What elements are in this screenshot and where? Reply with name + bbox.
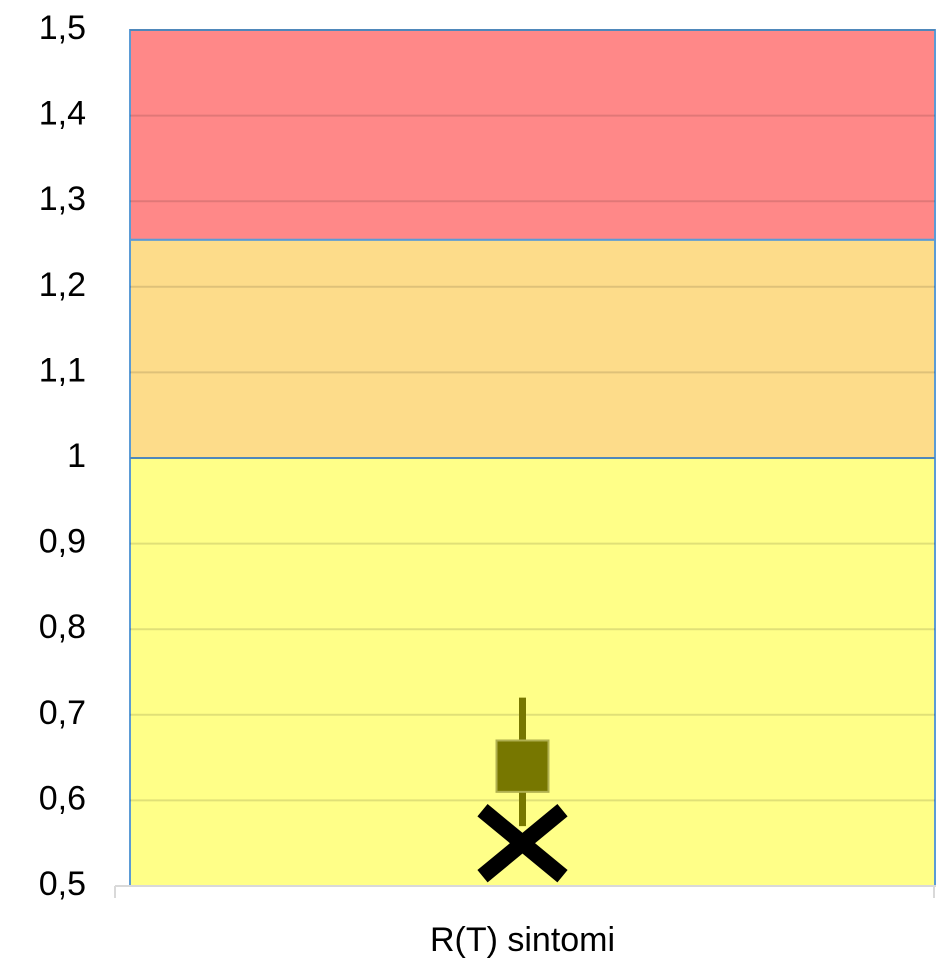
marker-x xyxy=(477,804,568,883)
y-tick-label: 1,5 xyxy=(39,9,86,47)
y-tick-label: 1,1 xyxy=(39,351,86,389)
y-tick-label: 0,7 xyxy=(39,694,86,732)
band xyxy=(129,457,936,887)
y-tick-label: 1 xyxy=(67,437,86,475)
y-tick-label: 1,3 xyxy=(39,180,86,218)
y-tick-label: 0,8 xyxy=(39,608,86,646)
x-tick-label: R(T) sintomi xyxy=(430,921,615,959)
candle-body xyxy=(495,739,550,793)
band xyxy=(129,238,936,459)
y-tick-label: 1,4 xyxy=(39,95,86,133)
band xyxy=(129,29,936,241)
y-tick-label: 1,2 xyxy=(39,266,86,304)
y-tick-label: 0,5 xyxy=(39,865,86,903)
y-tick-label: 0,9 xyxy=(39,523,86,561)
y-tick-label: 0,6 xyxy=(39,779,86,817)
